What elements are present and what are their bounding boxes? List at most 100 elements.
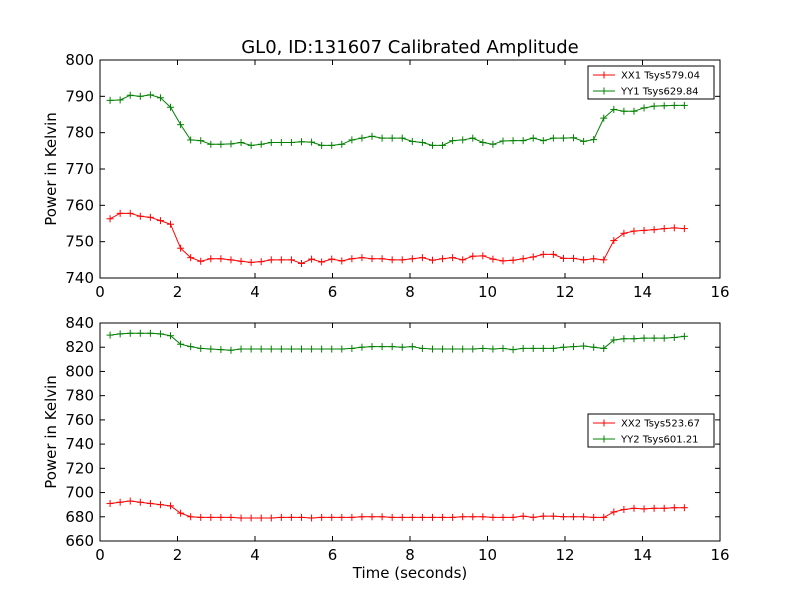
y-tick-label: 720 [65, 459, 94, 477]
data-point-marker [197, 513, 205, 521]
data-point-marker [177, 121, 185, 129]
series-line [110, 332, 685, 351]
data-point-marker [378, 134, 386, 142]
data-point-marker [136, 329, 144, 337]
data-point-marker [348, 136, 356, 144]
data-point-marker [620, 229, 628, 237]
data-point-marker [469, 345, 477, 353]
data-point-marker [539, 137, 547, 145]
legend-entry: YY2 Tsys601.21 [593, 435, 699, 446]
data-point-marker [529, 134, 537, 142]
data-point-marker [177, 340, 185, 348]
data-point-marker [499, 137, 507, 145]
data-point-marker [590, 136, 598, 144]
x-tick-label: 10 [478, 283, 497, 301]
data-point-marker [378, 255, 386, 263]
data-point-marker [418, 254, 426, 262]
data-point-marker [670, 224, 678, 232]
legend-entry: XX2 Tsys523.67 [593, 419, 700, 430]
data-point-marker [318, 345, 326, 353]
legend-entry: YY1 Tsys629.84 [593, 87, 699, 98]
data-point-marker [529, 344, 537, 352]
data-point-marker [368, 513, 376, 521]
y-tick-label: 840 [65, 314, 94, 332]
data-point-marker [680, 225, 688, 233]
data-point-marker [247, 258, 255, 266]
data-point-marker [156, 330, 164, 338]
data-point-marker [580, 256, 588, 264]
data-point-marker [116, 498, 124, 506]
data-point-marker [116, 330, 124, 338]
data-point-marker [670, 504, 678, 512]
data-point-marker [126, 329, 134, 337]
data-point-marker [570, 254, 578, 262]
data-point-marker [126, 209, 134, 217]
data-point-marker [570, 343, 578, 351]
data-point-marker [277, 256, 285, 264]
data-point-marker [559, 343, 567, 351]
data-point-marker [167, 220, 175, 228]
data-point-marker [257, 258, 265, 266]
data-point-marker [660, 225, 668, 233]
data-point-marker [449, 513, 457, 521]
y-tick-label: 780 [65, 387, 94, 405]
data-point-marker [126, 91, 134, 99]
data-point-marker [388, 343, 396, 351]
x-tick-label: 2 [173, 546, 183, 564]
legend-label: XX2 Tsys523.67 [621, 419, 700, 430]
data-point-marker [136, 498, 144, 506]
data-point-marker [499, 344, 507, 352]
data-point-marker [227, 346, 235, 354]
data-point-marker [630, 107, 638, 115]
bottom-subplot: 0 2 4 6 8 10 12 14 16 660 680 700 720 740 760 780 800 820… [42, 314, 730, 564]
data-point-marker [287, 345, 295, 353]
x-tick-label: 14 [633, 283, 652, 301]
data-point-marker [378, 513, 386, 521]
data-point-marker [600, 114, 608, 122]
data-point-marker [227, 140, 235, 148]
data-point-marker [529, 513, 537, 521]
data-point-marker [539, 344, 547, 352]
data-point-marker [590, 255, 598, 263]
data-point-marker [217, 140, 225, 148]
y-tick-label: 790 [65, 87, 94, 105]
data-point-marker [298, 259, 305, 267]
data-point-marker [660, 102, 668, 110]
data-point-marker [217, 513, 225, 521]
data-point-marker [277, 513, 285, 521]
data-point-marker [358, 513, 366, 521]
data-point-marker [156, 94, 164, 102]
data-point-marker [126, 497, 134, 505]
data-point-marker [308, 514, 316, 522]
data-point-marker [277, 138, 285, 146]
x-tick-label: 4 [250, 546, 260, 564]
data-point-marker [348, 255, 356, 263]
chart-title: GL0, ID:131607 Calibrated Amplitude [241, 37, 579, 58]
data-point-marker [590, 343, 598, 351]
data-point-marker [469, 134, 477, 142]
data-point-marker [570, 134, 578, 142]
data-point-marker [277, 345, 285, 353]
data-point-marker [610, 336, 618, 344]
data-point-marker [489, 345, 497, 353]
data-point-marker [187, 343, 195, 351]
data-point-marker [549, 250, 557, 258]
data-point-marker [428, 141, 436, 149]
data-point-marker [298, 138, 305, 146]
data-point-marker [227, 256, 235, 264]
data-point-marker [237, 138, 245, 146]
data-point-marker [660, 334, 668, 342]
data-point-marker [670, 101, 678, 109]
series-line [110, 94, 685, 146]
data-point-marker [499, 257, 507, 265]
data-point-marker [670, 334, 678, 342]
data-point-marker [519, 255, 527, 263]
y-tick-label: 760 [65, 196, 94, 214]
data-point-marker [267, 256, 275, 264]
data-point-marker [428, 345, 436, 353]
data-point-marker [318, 513, 326, 521]
data-point-marker [257, 514, 265, 522]
data-point-marker [398, 134, 406, 142]
